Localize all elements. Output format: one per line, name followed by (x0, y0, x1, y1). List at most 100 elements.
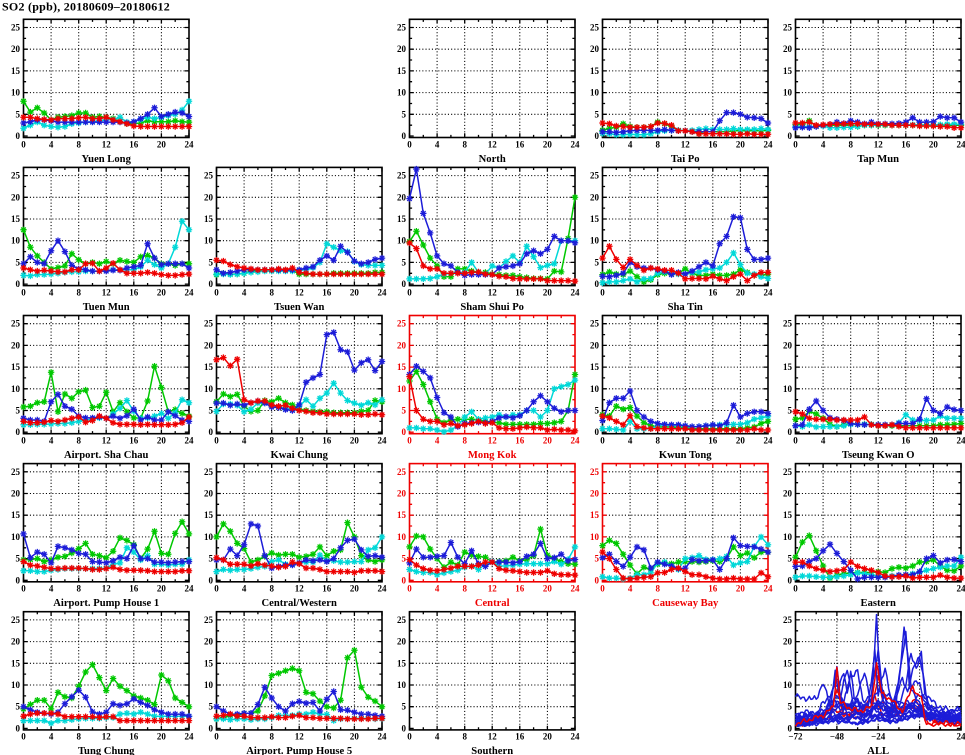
svg-text:12: 12 (102, 436, 112, 446)
svg-text:4: 4 (242, 584, 247, 594)
svg-text:24: 24 (764, 287, 774, 297)
svg-text:16: 16 (322, 732, 332, 742)
svg-text:20: 20 (590, 44, 600, 54)
svg-text:0: 0 (16, 575, 21, 585)
svg-text:0: 0 (788, 131, 793, 141)
svg-text:0: 0 (407, 436, 412, 446)
svg-text:0: 0 (793, 584, 798, 594)
svg-text:20: 20 (590, 489, 600, 499)
svg-text:24: 24 (571, 287, 581, 297)
svg-text:4: 4 (49, 287, 54, 297)
svg-text:24: 24 (957, 139, 965, 149)
svg-text:8: 8 (76, 584, 81, 594)
svg-text:10: 10 (590, 532, 600, 542)
svg-text:16: 16 (515, 584, 525, 594)
svg-text:12: 12 (295, 584, 305, 594)
svg-text:15: 15 (590, 214, 600, 224)
svg-text:4: 4 (49, 436, 54, 446)
svg-text:5: 5 (402, 257, 407, 267)
svg-text:Airport. Pump House 1: Airport. Pump House 1 (53, 598, 159, 609)
svg-text:20: 20 (783, 340, 793, 350)
svg-text:0: 0 (402, 723, 407, 733)
svg-text:8: 8 (848, 436, 853, 446)
svg-text:15: 15 (590, 66, 600, 76)
svg-text:0: 0 (16, 279, 21, 289)
svg-text:8: 8 (655, 287, 660, 297)
svg-text:Tsuen Wan: Tsuen Wan (274, 302, 324, 313)
svg-text:8: 8 (462, 436, 467, 446)
svg-text:0: 0 (407, 732, 412, 742)
svg-text:0: 0 (214, 436, 219, 446)
svg-text:5: 5 (16, 257, 21, 267)
svg-text:20: 20 (397, 340, 407, 350)
svg-text:5: 5 (595, 554, 600, 564)
svg-text:24: 24 (378, 584, 388, 594)
svg-text:10: 10 (590, 236, 600, 246)
svg-text:Airport. Sha Chau: Airport. Sha Chau (64, 450, 149, 461)
svg-text:12: 12 (681, 139, 691, 149)
svg-text:12: 12 (488, 139, 498, 149)
svg-text:0: 0 (209, 723, 214, 733)
svg-text:24: 24 (764, 584, 774, 594)
svg-text:16: 16 (322, 287, 332, 297)
svg-text:20: 20 (157, 139, 167, 149)
svg-text:15: 15 (11, 214, 21, 224)
svg-text:24: 24 (764, 139, 774, 149)
svg-text:0: 0 (402, 575, 407, 585)
svg-text:10: 10 (783, 384, 793, 394)
svg-text:5: 5 (788, 406, 793, 416)
svg-text:24: 24 (571, 732, 581, 742)
svg-text:0: 0 (16, 723, 21, 733)
svg-text:4: 4 (49, 732, 54, 742)
svg-text:25: 25 (397, 467, 407, 477)
svg-text:15: 15 (11, 362, 21, 372)
svg-text:20: 20 (350, 436, 360, 446)
svg-text:0: 0 (788, 575, 793, 585)
svg-text:0: 0 (209, 575, 214, 585)
svg-text:24: 24 (185, 287, 195, 297)
svg-text:0: 0 (214, 287, 219, 297)
svg-text:25: 25 (397, 615, 407, 625)
svg-text:4: 4 (628, 287, 633, 297)
svg-text:10: 10 (204, 236, 214, 246)
svg-text:8: 8 (269, 732, 274, 742)
svg-text:20: 20 (11, 340, 21, 350)
svg-text:0: 0 (16, 131, 21, 141)
svg-text:12: 12 (102, 287, 112, 297)
svg-text:Tai Po: Tai Po (671, 154, 700, 165)
svg-text:20: 20 (543, 436, 553, 446)
svg-text:25: 25 (783, 467, 793, 477)
svg-text:5: 5 (402, 406, 407, 416)
svg-text:10: 10 (397, 532, 407, 542)
svg-text:12: 12 (295, 732, 305, 742)
svg-text:20: 20 (157, 584, 167, 594)
svg-text:0: 0 (793, 139, 798, 149)
svg-text:20: 20 (350, 584, 360, 594)
svg-text:10: 10 (11, 384, 21, 394)
svg-text:8: 8 (269, 436, 274, 446)
svg-text:5: 5 (595, 257, 600, 267)
svg-text:15: 15 (590, 510, 600, 520)
svg-text:Causeway Bay: Causeway Bay (652, 598, 719, 609)
svg-text:25: 25 (590, 23, 600, 33)
svg-text:24: 24 (185, 436, 195, 446)
svg-text:4: 4 (435, 139, 440, 149)
svg-text:15: 15 (204, 510, 214, 520)
svg-text:25: 25 (11, 467, 21, 477)
svg-text:24: 24 (378, 436, 388, 446)
svg-text:0: 0 (21, 584, 26, 594)
svg-text:20: 20 (11, 637, 21, 647)
svg-text:16: 16 (901, 584, 911, 594)
svg-text:8: 8 (462, 139, 467, 149)
svg-text:8: 8 (462, 287, 467, 297)
svg-text:20: 20 (157, 436, 167, 446)
svg-text:25: 25 (204, 615, 214, 625)
svg-text:20: 20 (11, 44, 21, 54)
svg-text:20: 20 (590, 192, 600, 202)
svg-text:25: 25 (204, 319, 214, 329)
svg-text:15: 15 (397, 658, 407, 668)
svg-text:16: 16 (515, 732, 525, 742)
svg-text:10: 10 (11, 236, 21, 246)
svg-text:15: 15 (11, 658, 21, 668)
svg-text:4: 4 (821, 584, 826, 594)
